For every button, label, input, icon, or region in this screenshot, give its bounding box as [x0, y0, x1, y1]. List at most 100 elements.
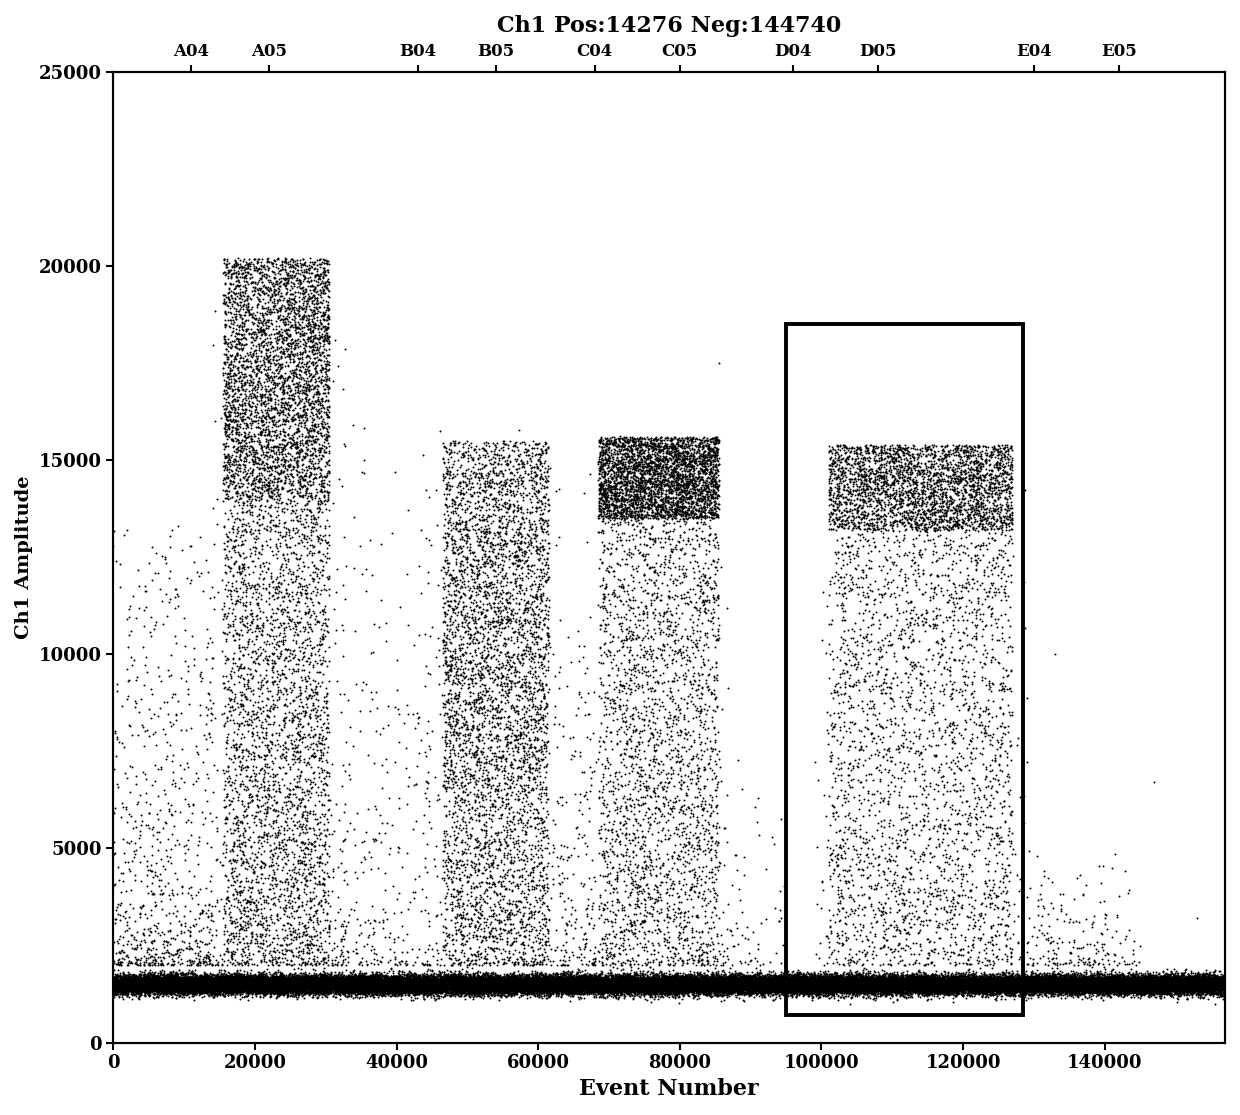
Point — [443, 671, 463, 689]
Point — [1138, 982, 1158, 1000]
Point — [1053, 983, 1073, 1001]
Point — [1071, 967, 1091, 985]
Point — [635, 471, 655, 488]
Point — [120, 972, 140, 990]
Point — [930, 979, 950, 997]
Point — [839, 973, 859, 991]
Point — [689, 472, 709, 489]
Point — [461, 979, 481, 997]
Point — [304, 978, 324, 996]
Point — [649, 967, 668, 985]
Point — [150, 977, 170, 995]
Point — [134, 973, 154, 991]
Point — [1203, 969, 1223, 987]
Point — [154, 976, 174, 993]
Point — [211, 976, 231, 993]
Point — [842, 677, 862, 695]
Point — [440, 973, 460, 991]
Point — [272, 968, 291, 986]
Point — [1060, 979, 1080, 997]
Point — [1116, 972, 1136, 990]
Point — [1060, 978, 1080, 996]
Point — [986, 977, 1006, 995]
Point — [148, 977, 167, 995]
Point — [223, 977, 243, 995]
Point — [124, 975, 144, 992]
Point — [192, 979, 212, 997]
Point — [924, 978, 944, 996]
Point — [234, 269, 254, 287]
Point — [857, 970, 877, 988]
Point — [859, 574, 879, 592]
Point — [403, 964, 423, 982]
Point — [955, 886, 975, 904]
Point — [373, 975, 393, 992]
Point — [862, 973, 882, 991]
Point — [579, 973, 599, 991]
Point — [474, 971, 494, 989]
Point — [750, 972, 770, 990]
Point — [446, 541, 466, 559]
Point — [537, 696, 557, 714]
Point — [935, 985, 955, 1002]
Point — [1032, 967, 1052, 985]
Point — [610, 453, 630, 471]
Point — [749, 977, 769, 995]
Point — [600, 978, 620, 996]
Point — [717, 975, 737, 992]
Point — [288, 556, 308, 574]
Point — [641, 649, 661, 667]
Point — [900, 969, 920, 987]
Point — [265, 449, 285, 467]
Point — [308, 978, 327, 996]
Point — [213, 975, 233, 992]
Point — [631, 514, 651, 532]
Point — [119, 834, 139, 852]
Point — [642, 641, 662, 659]
Point — [585, 978, 605, 996]
Point — [836, 495, 856, 513]
Point — [435, 971, 455, 989]
Point — [996, 504, 1016, 522]
Point — [449, 982, 469, 1000]
Point — [296, 871, 316, 889]
Point — [259, 311, 279, 329]
Point — [202, 971, 222, 989]
Point — [557, 976, 577, 993]
Point — [820, 917, 839, 934]
Point — [732, 969, 751, 987]
Point — [372, 983, 392, 1001]
Point — [422, 982, 441, 1000]
Point — [136, 978, 156, 996]
Point — [233, 493, 253, 511]
Point — [959, 697, 978, 715]
Point — [321, 978, 341, 996]
Point — [1096, 978, 1116, 996]
Point — [867, 977, 887, 995]
Point — [342, 980, 362, 998]
Point — [425, 970, 445, 988]
Point — [932, 969, 952, 987]
Point — [1022, 980, 1042, 998]
Point — [412, 983, 432, 1001]
Point — [126, 972, 146, 990]
Point — [309, 492, 329, 510]
Point — [418, 976, 438, 993]
Point — [882, 982, 901, 1000]
Point — [1094, 978, 1114, 996]
Point — [910, 440, 930, 458]
Point — [795, 976, 815, 993]
Point — [479, 665, 498, 682]
Point — [247, 970, 267, 988]
Point — [1090, 973, 1110, 991]
Point — [464, 748, 484, 766]
Point — [1182, 980, 1202, 998]
Point — [694, 695, 714, 712]
Point — [885, 714, 905, 731]
Point — [1173, 977, 1193, 995]
Point — [234, 272, 254, 290]
Point — [429, 976, 449, 993]
Point — [622, 975, 642, 992]
Point — [134, 980, 154, 998]
Point — [593, 777, 613, 795]
